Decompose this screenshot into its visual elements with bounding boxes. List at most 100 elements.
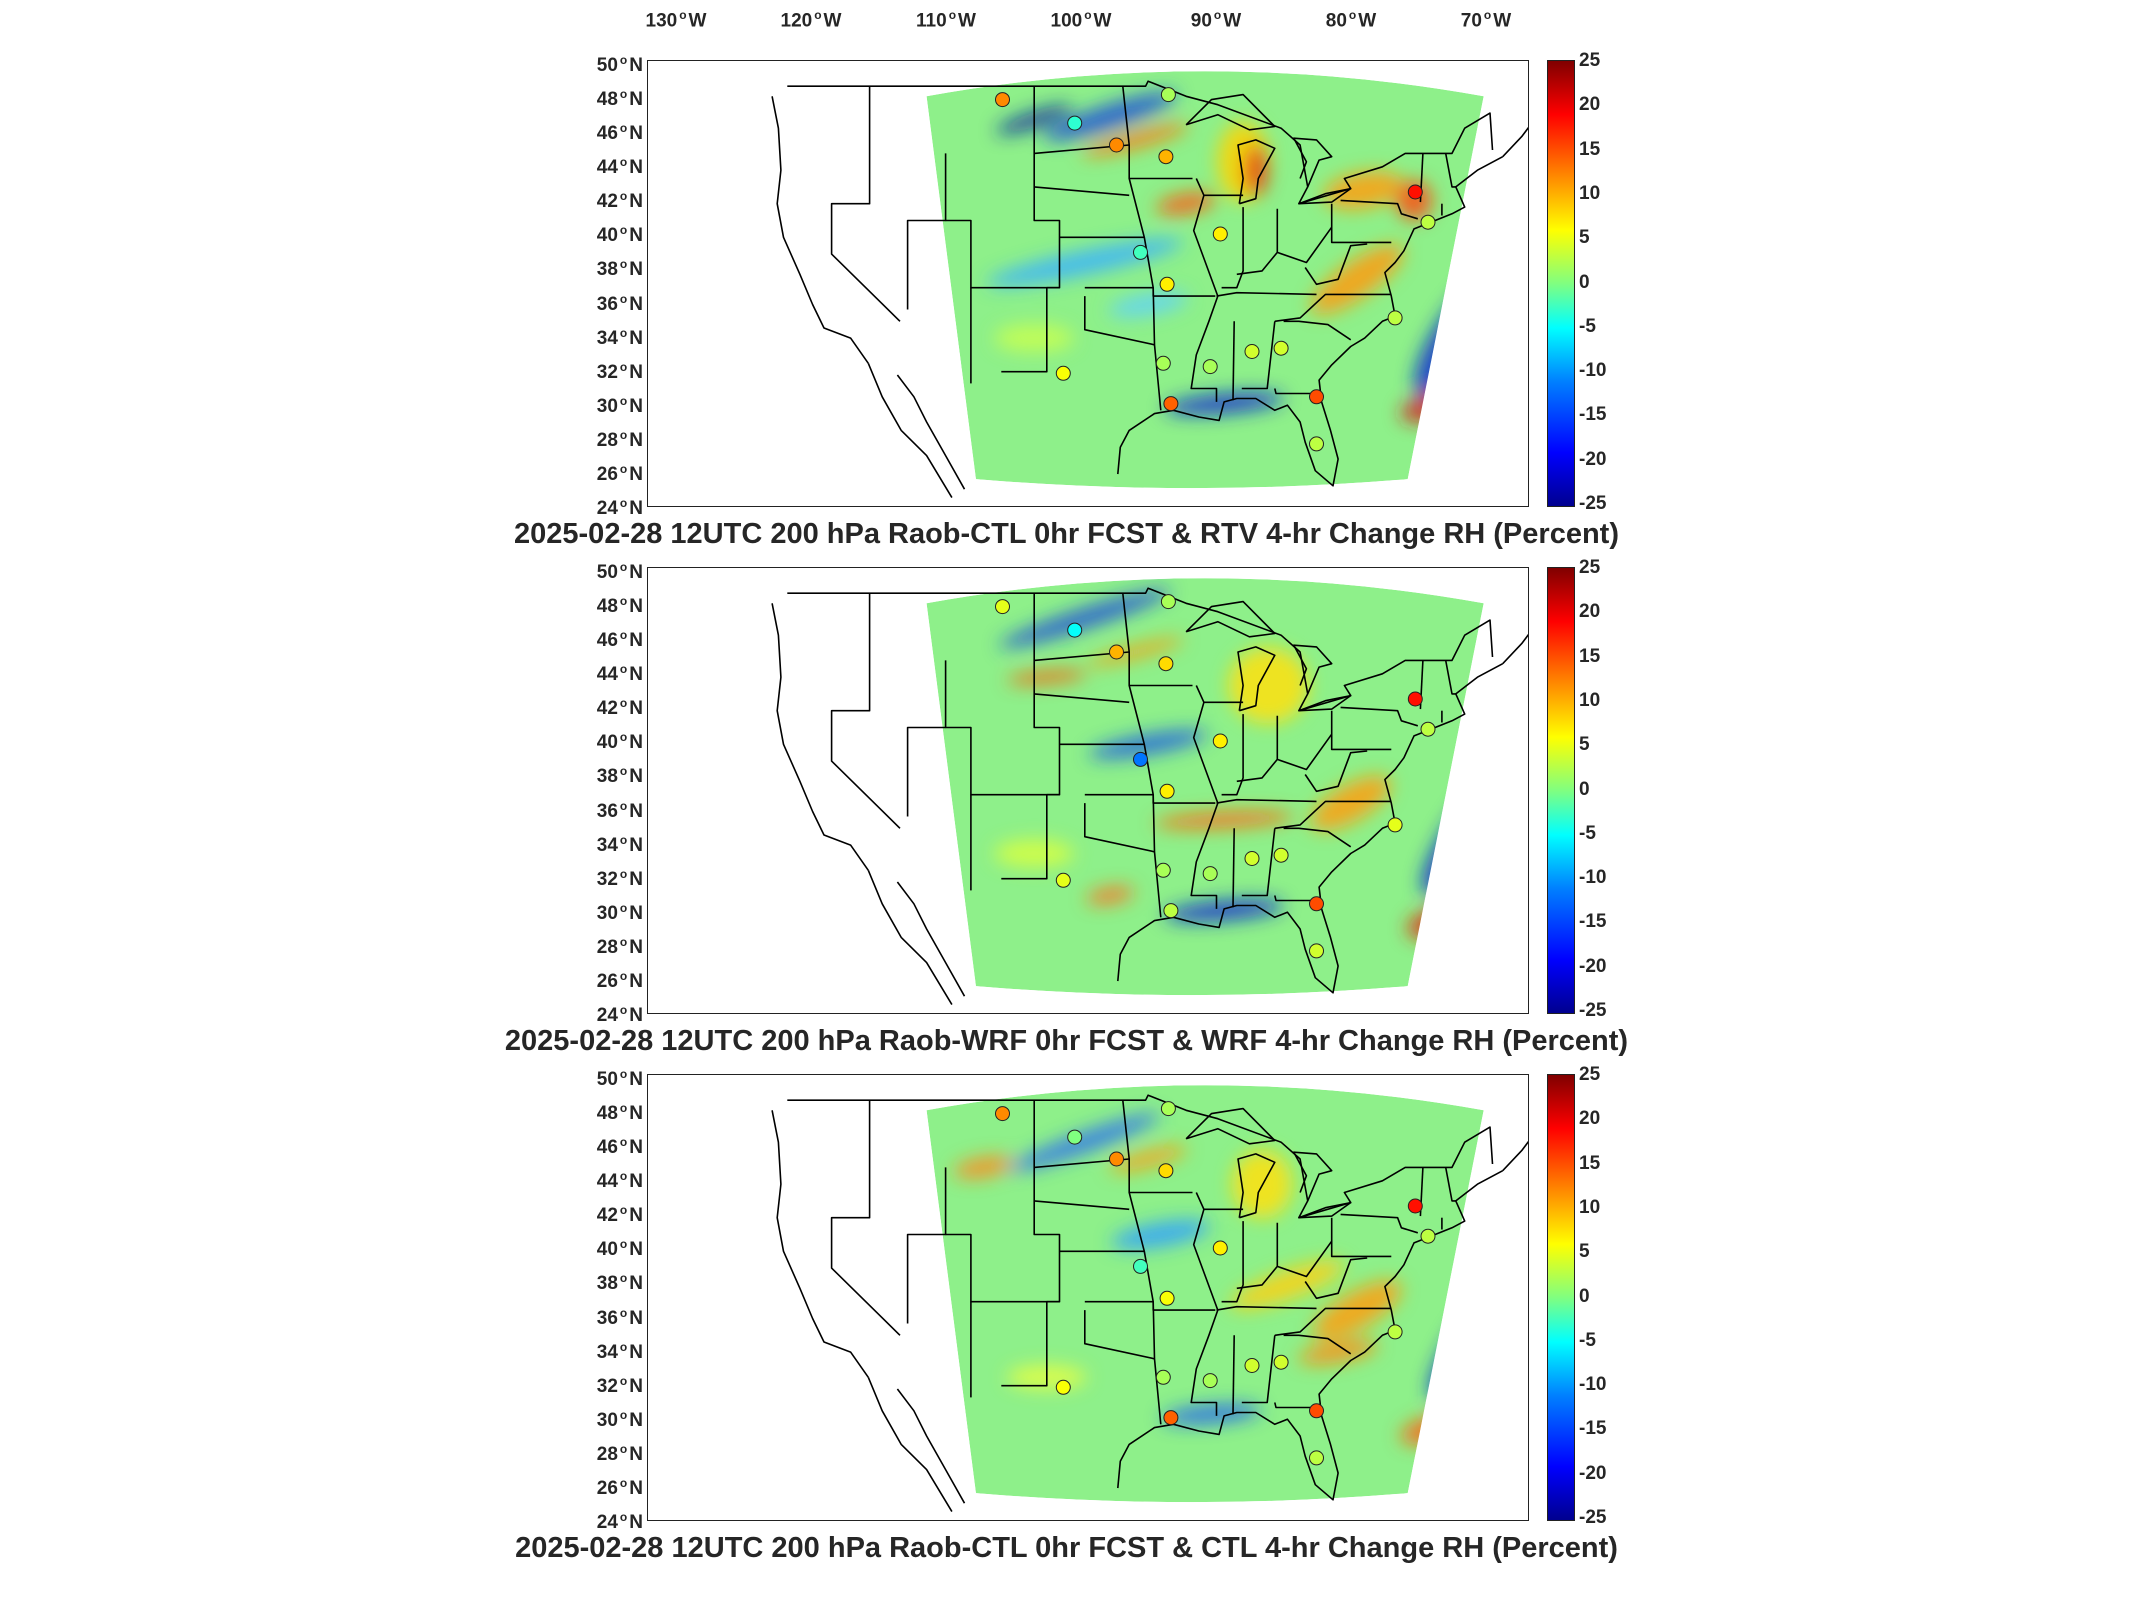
field-anomaly [1310, 775, 1391, 831]
boundary-line [1444, 1167, 1456, 1202]
raob-station-marker [995, 92, 1010, 108]
field-background [926, 578, 1484, 996]
raob-station-marker [1212, 733, 1228, 749]
raob-station-marker [1160, 1101, 1176, 1117]
latitude-tick-label: 50 o N [596, 1066, 643, 1091]
raob-station-marker [1407, 691, 1423, 707]
raob-station-marker [1158, 1163, 1174, 1179]
boundary-line [1232, 828, 1235, 908]
boundary-line [1034, 693, 1130, 704]
boundary-line [1221, 1221, 1244, 1303]
raob-station-marker [1160, 87, 1176, 103]
latitude-tick-label: 46 o N [596, 120, 643, 145]
rh-change-field [926, 578, 1484, 996]
boundary-line [771, 1110, 869, 1378]
field-anomaly [1228, 647, 1309, 724]
field-anomaly [994, 324, 1075, 353]
raob-station-marker [1159, 276, 1175, 292]
raob-station-marker [995, 599, 1010, 615]
latitude-tick-label: 32 o N [596, 866, 643, 890]
colorbar-tick-label: -5 [1579, 315, 1596, 337]
latitude-tick-label: 40 o N [596, 223, 643, 247]
boundary-line [1283, 827, 1352, 848]
raob-station-marker [1155, 355, 1171, 371]
colorbar-tick-label: 25 [1579, 50, 1601, 71]
field-anomaly [1111, 1219, 1211, 1250]
latitude-tick-label: 24 o N [596, 1002, 643, 1027]
boundary-line [1185, 600, 1276, 638]
field-anomaly [1312, 1280, 1402, 1340]
boundary-line [906, 660, 947, 817]
boundary-line [1117, 155, 1504, 487]
latitude-tick-label: 36 o N [596, 1305, 643, 1329]
colorbar-tick-label: 15 [1579, 645, 1601, 667]
latitude-tick-label: 34 o N [596, 832, 643, 856]
raob-station-marker [1067, 115, 1083, 131]
latitude-tick-label: 30 o N [596, 1407, 643, 1431]
field-anomaly [1230, 1260, 1344, 1310]
map-area [647, 567, 1529, 1014]
boundary-line [1232, 321, 1235, 401]
boundary-line [1122, 86, 1162, 411]
colorbar-tick-label: -25 [1579, 1000, 1607, 1021]
boundary-line [830, 1100, 901, 1336]
raob-station-marker [1055, 365, 1071, 381]
boundaries [771, 587, 1528, 1006]
raob-station-marker [1155, 862, 1171, 878]
colorbar-tick-label: 25 [1579, 1064, 1601, 1085]
boundary-line [1277, 203, 1333, 264]
boundary-line [1190, 1192, 1219, 1416]
raob-station-marker [1163, 903, 1179, 919]
raob-station-marker [1067, 1129, 1083, 1145]
field-anomaly [1156, 192, 1216, 215]
boundary-line [1216, 798, 1317, 804]
colorbar-tick-label: -5 [1579, 822, 1596, 844]
field-anomaly [1087, 637, 1184, 667]
raob-station-marker [1202, 866, 1218, 882]
colorbar-tick-label: 5 [1579, 734, 1590, 756]
raob-station-marker [1407, 1198, 1423, 1214]
boundary-line [867, 362, 953, 499]
latitude-tick-label: 42 o N [596, 1203, 643, 1227]
boundary-line [1277, 710, 1333, 771]
raob-station-marker [1407, 184, 1423, 200]
boundary-line [1304, 750, 1368, 793]
boundary-line [1236, 715, 1279, 783]
raob-station-marker [1163, 396, 1179, 412]
boundary-line [1293, 644, 1333, 695]
map-svg [771, 578, 1528, 1006]
panel-title: 2025-02-28 12UTC 200 hPa Raob-WRF 0hr FC… [504, 1025, 1629, 1057]
boundary-line [1277, 1217, 1333, 1278]
boundary-line [830, 86, 901, 322]
raob-station-marker [1158, 656, 1174, 672]
colorbar-tick-label: 0 [1579, 778, 1590, 800]
rh-change-field [926, 1085, 1484, 1503]
boundary-line [1274, 1307, 1392, 1337]
latitude-tick-label: 36 o N [596, 798, 643, 822]
raob-station-marker [1158, 149, 1174, 165]
latitude-tick-label: 46 o N [596, 1134, 643, 1159]
latitude-tick-label: 42 o N [596, 696, 643, 720]
latitude-tick-label: 40 o N [596, 1237, 643, 1261]
map-area [647, 60, 1529, 507]
colorbar-tick-label: -20 [1579, 448, 1607, 470]
colorbar-tick-label: 15 [1579, 1152, 1601, 1174]
raob-station-marker [1212, 226, 1228, 242]
boundary-line [1298, 187, 1352, 205]
latitude-tick-label: 38 o N [596, 257, 643, 281]
boundary-line [1274, 800, 1392, 830]
latitude-tick-label: 40 o N [596, 730, 643, 754]
raob-station-marker [1387, 1324, 1403, 1340]
colorbar-tick-label: 0 [1579, 271, 1590, 293]
field-background [926, 1085, 1484, 1503]
colorbar-tick-label: 5 [1579, 227, 1590, 249]
boundary-line [867, 1376, 953, 1513]
colorbar-tick-label: 10 [1579, 1196, 1601, 1218]
colorbar-tick-label: 0 [1579, 1285, 1590, 1307]
raob-station-marker [1309, 389, 1324, 405]
boundary-line [1298, 1201, 1352, 1219]
boundary-line [1122, 593, 1162, 918]
raob-station-marker [995, 1106, 1010, 1122]
latitude-tick-label: 50 o N [596, 559, 643, 584]
raob-station-marker [1159, 1290, 1175, 1306]
